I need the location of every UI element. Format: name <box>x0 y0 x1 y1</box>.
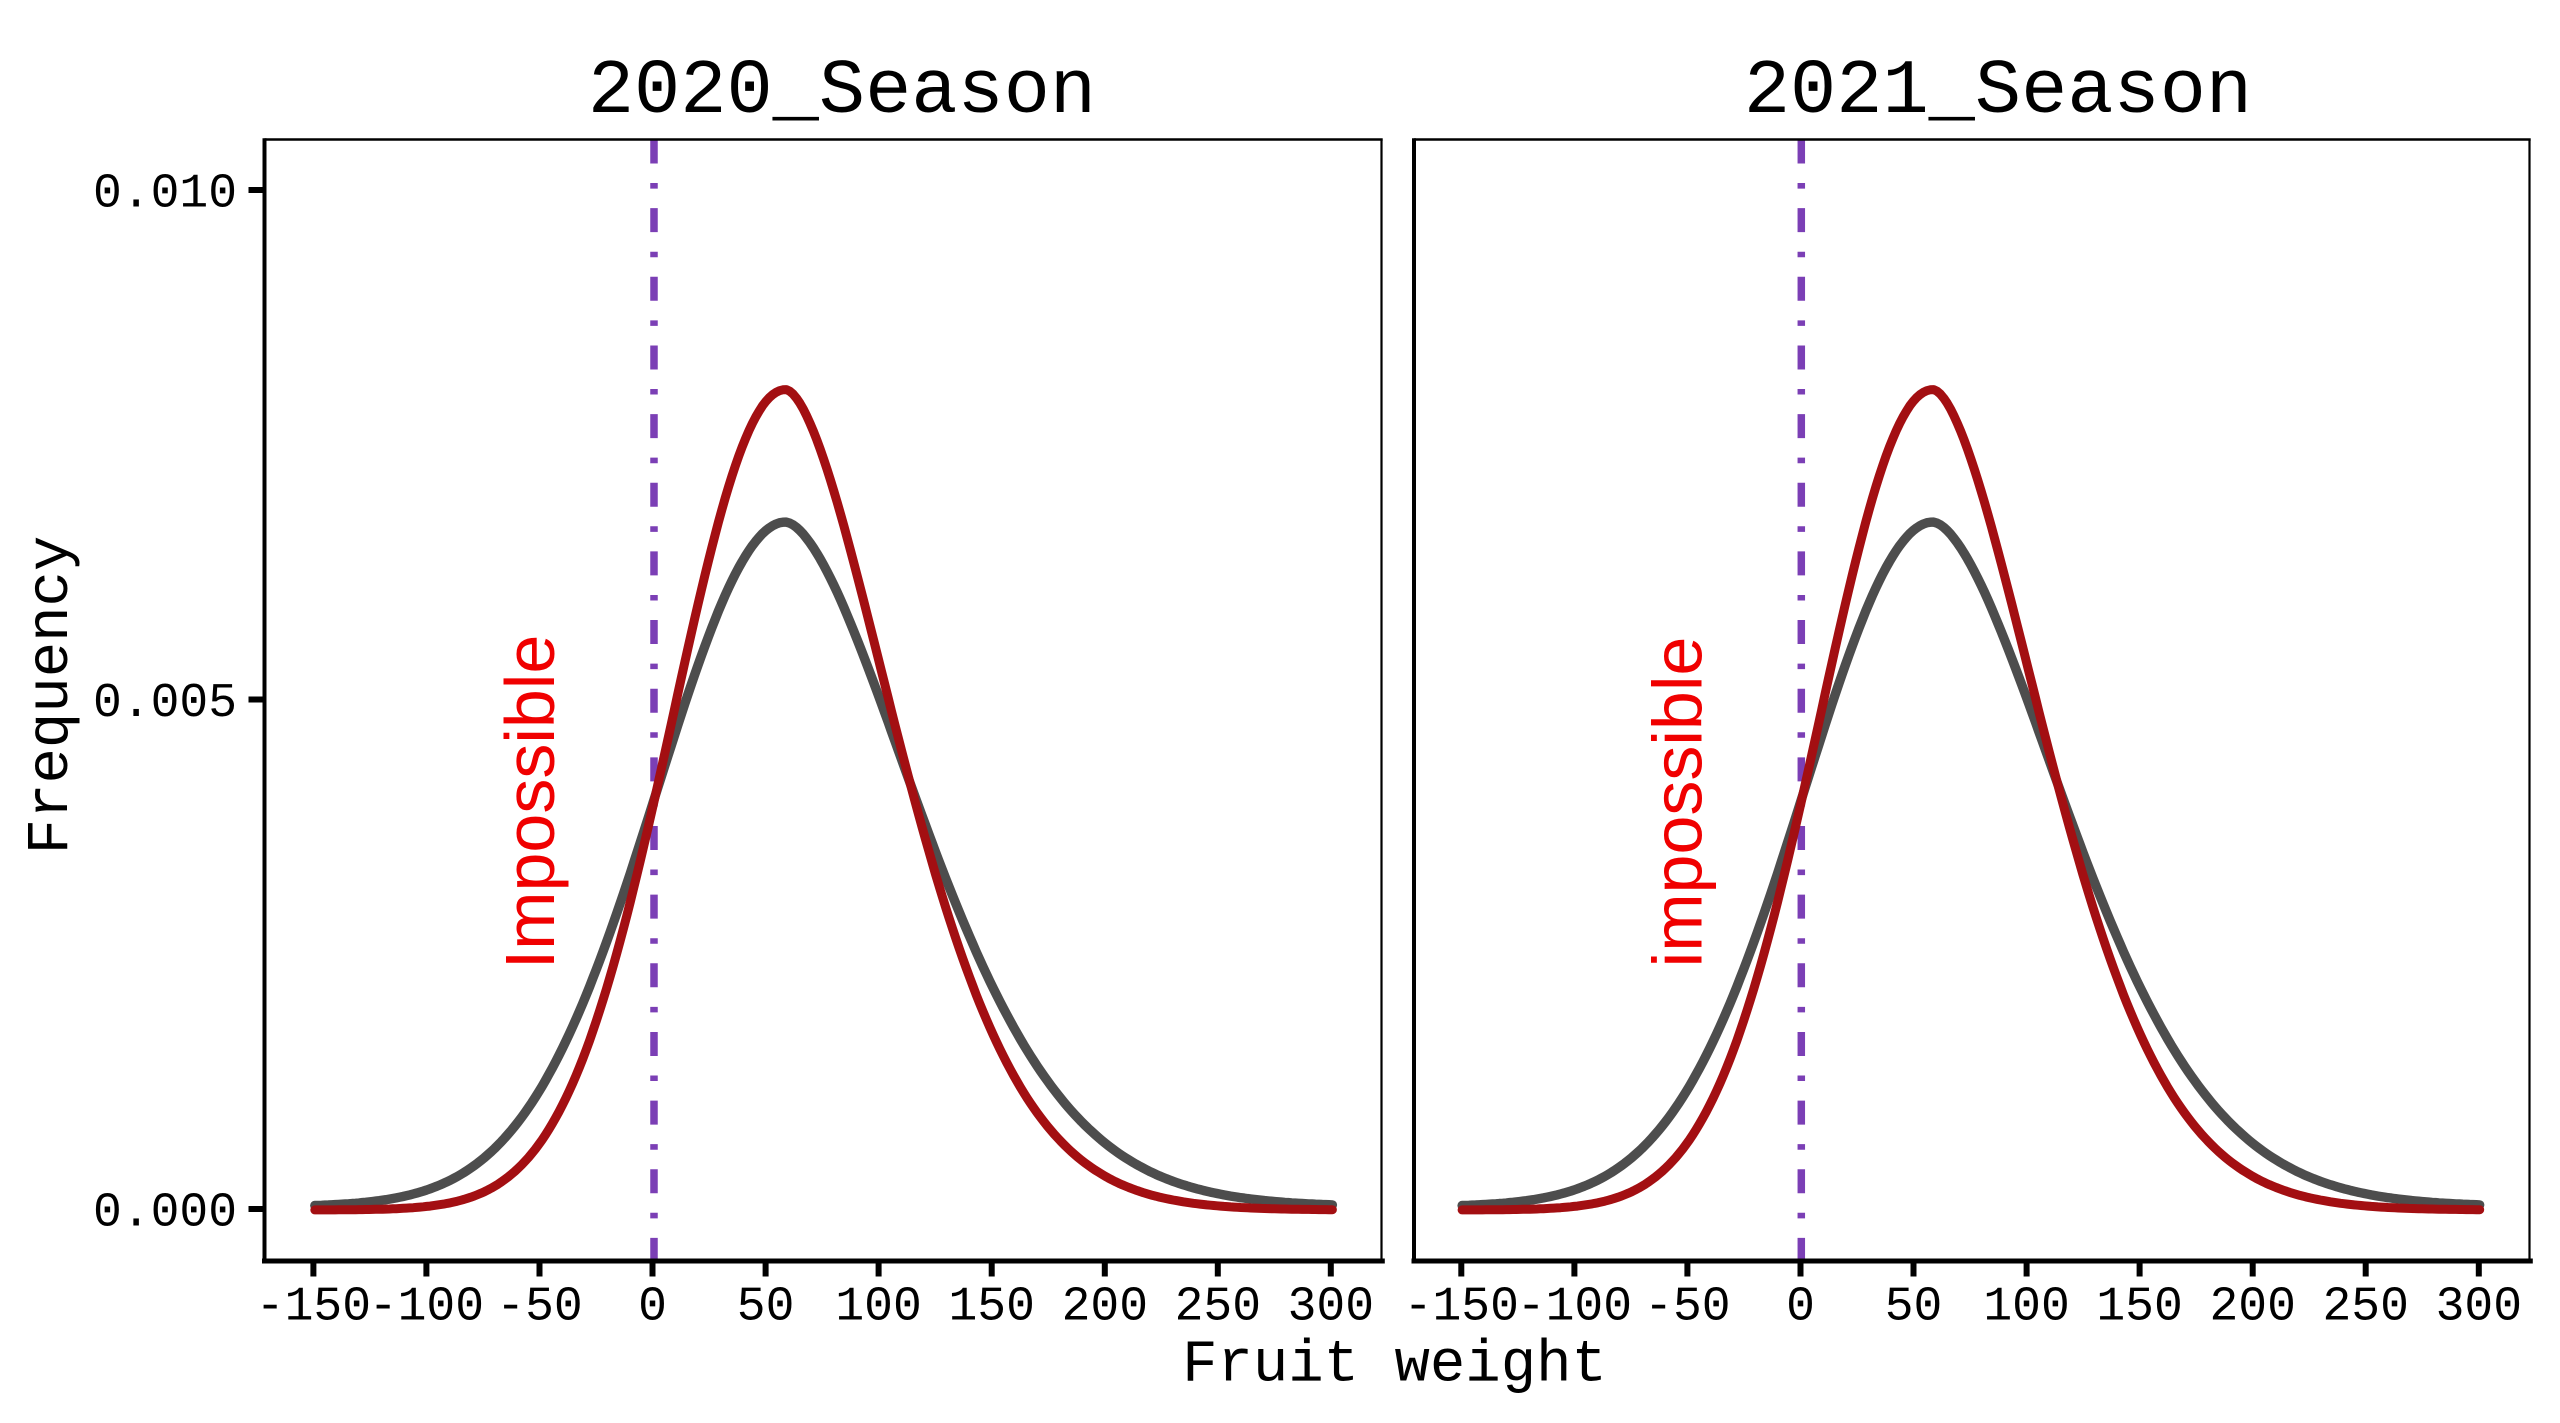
svg-text:Fruit weight: Fruit weight <box>1182 1332 1607 1399</box>
svg-text:-50: -50 <box>1644 1281 1730 1335</box>
svg-text:-100: -100 <box>1517 1281 1632 1335</box>
svg-text:0.005: 0.005 <box>93 677 237 731</box>
svg-text:50: 50 <box>737 1281 795 1335</box>
svg-text:2021_Season: 2021_Season <box>1744 49 2252 136</box>
svg-text:0.010: 0.010 <box>93 168 237 222</box>
svg-text:-50: -50 <box>496 1281 582 1335</box>
svg-text:150: 150 <box>2096 1281 2182 1335</box>
svg-text:250: 250 <box>2322 1281 2408 1335</box>
svg-text:300: 300 <box>2436 1281 2522 1335</box>
svg-text:300: 300 <box>1288 1281 1374 1335</box>
svg-text:2020_Season: 2020_Season <box>588 49 1096 136</box>
svg-text:-100: -100 <box>369 1281 484 1335</box>
svg-text:Impossible: Impossible <box>491 635 569 970</box>
svg-text:200: 200 <box>1062 1281 1148 1335</box>
svg-text:50: 50 <box>1885 1281 1943 1335</box>
svg-text:impossible: impossible <box>1639 637 1717 968</box>
svg-text:250: 250 <box>1175 1281 1261 1335</box>
svg-text:0.000: 0.000 <box>93 1187 237 1241</box>
svg-text:-150: -150 <box>1404 1281 1519 1335</box>
svg-text:Frequency: Frequency <box>18 536 85 855</box>
svg-text:-150: -150 <box>256 1281 371 1335</box>
svg-text:100: 100 <box>835 1281 921 1335</box>
svg-text:0: 0 <box>638 1281 667 1335</box>
svg-text:0: 0 <box>1786 1281 1815 1335</box>
svg-text:150: 150 <box>948 1281 1034 1335</box>
svg-text:100: 100 <box>1983 1281 2069 1335</box>
svg-text:200: 200 <box>2209 1281 2295 1335</box>
